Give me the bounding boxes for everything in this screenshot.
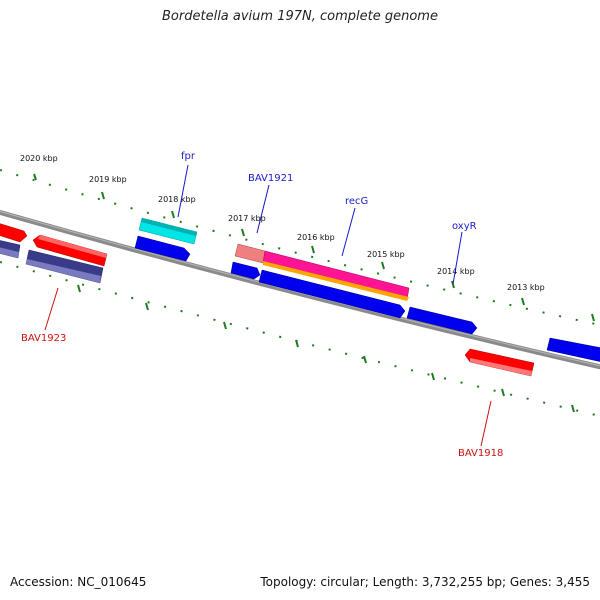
- tick-label-2018: 2018 kbp: [158, 195, 196, 204]
- tick-2019: [101, 191, 105, 200]
- gene-recG-orange-band: [263, 261, 409, 301]
- leader-bav1921: [256, 184, 270, 234]
- gene-red-edge[interactable]: [0, 223, 28, 243]
- inner-tick-e: [363, 355, 367, 364]
- accession-text: Accession: NC_010645: [10, 575, 147, 589]
- tick-label-2019: 2019 kbp: [89, 175, 127, 184]
- gene-oxyR[interactable]: [406, 306, 478, 335]
- inner-tick-b: [145, 302, 149, 311]
- tick-2018: [171, 210, 175, 219]
- inner-tick-c: [223, 321, 227, 330]
- inner-tick-a: [77, 284, 81, 293]
- tick-2017: [241, 228, 245, 237]
- tick-label-2015: 2015 kbp: [367, 250, 405, 259]
- genome-backbone: [0, 209, 600, 370]
- outer-scale: 2020 kbp 2019 kbp 2018 kbp 2017 kbp 2016…: [0, 154, 600, 326]
- tick-label-2016: 2016 kbp: [297, 233, 335, 242]
- map-title: Bordetella avium 197N, complete genome: [162, 9, 438, 24]
- genome-summary-text: Topology: circular; Length: 3,732,255 bp…: [260, 575, 590, 589]
- tick-label-2020: 2020 kbp: [20, 154, 58, 163]
- inner-tick-g: [501, 388, 505, 397]
- inner-tick-f: [431, 372, 435, 381]
- gene-red-forward-1-shine: [38, 235, 107, 258]
- gene-blue-forward-1[interactable]: [134, 235, 191, 262]
- gene-bav1923-shine: [26, 259, 101, 283]
- tick-2013: [521, 297, 525, 306]
- tick-label-2017: 2017 kbp: [228, 214, 266, 223]
- label-oxyR: oxyR: [452, 221, 477, 232]
- label-fpr: fpr: [181, 151, 196, 162]
- inner-tick-h: [571, 404, 575, 413]
- gene-bav1921[interactable]: [234, 243, 266, 264]
- gene-blue-forward-3[interactable]: [258, 269, 406, 319]
- label-bav1921: BAV1921: [248, 173, 293, 184]
- label-bav1923: BAV1923: [21, 333, 66, 344]
- inner-tick-d: [295, 339, 299, 348]
- leader-bav1918: [480, 400, 492, 447]
- tick-2012: [591, 313, 595, 322]
- leader-fpr: [177, 164, 189, 218]
- label-bav1918: BAV1918: [458, 448, 503, 459]
- leader-recG: [341, 207, 356, 257]
- leader-bav1923: [44, 287, 59, 331]
- label-recG: recG: [345, 196, 368, 207]
- tick-2016: [311, 245, 315, 254]
- tick-2015: [381, 261, 385, 270]
- gene-blue-forward-edge[interactable]: [546, 337, 600, 362]
- tick-2020: [33, 173, 37, 181]
- genome-backbone-highlight: [0, 210, 600, 367]
- leader-oxyR: [452, 231, 463, 285]
- tick-label-2013: 2013 kbp: [507, 283, 545, 292]
- gene-purple-edge-shine: [0, 247, 19, 258]
- tick-label-2014: 2014 kbp: [437, 267, 475, 276]
- gene-blue-forward-2[interactable]: [230, 261, 261, 280]
- gene-fpr-shade: [141, 218, 197, 236]
- tick-2014: [451, 280, 455, 289]
- gene-bav1918-shine: [470, 358, 532, 376]
- inner-scale: [0, 261, 600, 417]
- outer-minor-ticks: [0, 169, 600, 326]
